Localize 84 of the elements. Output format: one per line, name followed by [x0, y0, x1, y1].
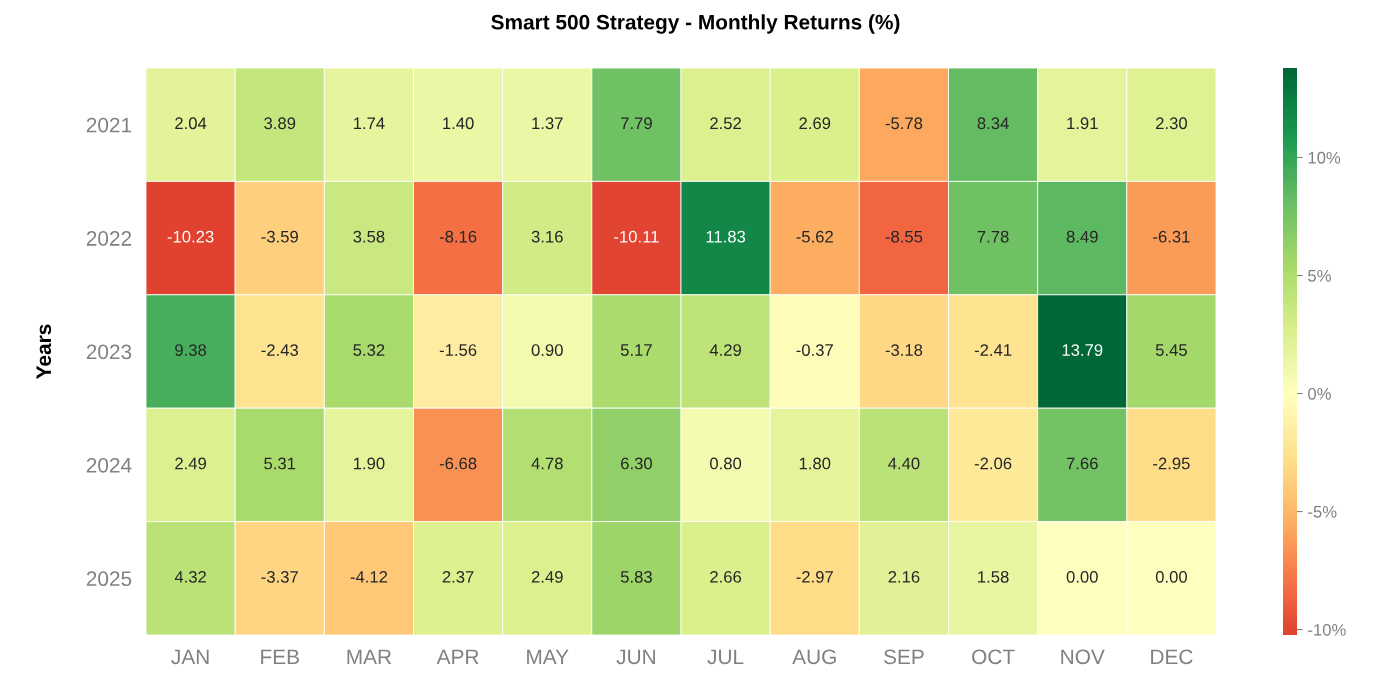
y-tick-label: 2025	[86, 571, 132, 587]
y-tick-label: 2022	[86, 231, 132, 246]
x-tick-label: MAY	[527, 649, 569, 664]
x-tick-label: DEC	[1151, 649, 1193, 665]
data-label: 5.32	[353, 344, 385, 356]
data-label: 4.40	[888, 457, 920, 470]
data-label: 13.79	[1062, 344, 1103, 356]
data-label: 7.78	[977, 230, 1009, 243]
color-bar-label: -5%	[1308, 506, 1337, 518]
data-label: 1.40	[443, 117, 474, 130]
color-bar-label: 10%	[1308, 151, 1341, 164]
data-label: -5.62	[796, 230, 833, 243]
data-label: 5.83	[620, 570, 652, 583]
data-label: -8.16	[439, 230, 477, 243]
y-tick-label: 2021	[86, 117, 132, 133]
y-tick-label: 2024	[86, 457, 132, 473]
x-tick-label: AUG	[792, 649, 836, 665]
data-label: -4.12	[350, 570, 388, 583]
x-tick-label: MAR	[347, 649, 392, 664]
y-tick-label: 2023	[86, 344, 132, 360]
data-label: -5.78	[885, 117, 923, 130]
color-bar-label: -10%	[1308, 623, 1346, 636]
data-label: -8.55	[885, 230, 923, 243]
data-label: 2.52	[710, 117, 741, 130]
data-label: -6.31	[1153, 230, 1190, 243]
data-label: -6.68	[439, 457, 477, 470]
x-tick-label: JAN	[171, 649, 209, 665]
data-label: -2.41	[974, 344, 1012, 356]
data-label: 2.49	[175, 457, 207, 470]
data-label: 4.78	[531, 457, 563, 470]
x-tick-label: SEP	[884, 649, 924, 665]
data-label: 5.17	[620, 344, 652, 356]
color-bar-label: 0%	[1308, 387, 1331, 400]
data-label: -0.37	[796, 344, 833, 356]
data-label: 0.80	[710, 457, 742, 470]
y-axis-title: Years	[36, 324, 52, 379]
data-label: 5.31	[264, 457, 296, 470]
data-label: -3.59	[261, 230, 298, 243]
data-label: 4.32	[174, 570, 206, 583]
data-label: -10.11	[614, 230, 659, 243]
x-tick-label: OCT	[972, 649, 1015, 665]
data-label: 5.45	[1155, 344, 1187, 356]
data-label: 1.58	[978, 570, 1009, 583]
x-tick-label: APR	[436, 649, 479, 664]
data-label: 7.66	[1066, 457, 1098, 470]
data-label: 6.30	[621, 457, 652, 470]
data-label: -1.56	[439, 344, 477, 356]
data-label: 0.90	[531, 344, 563, 356]
chart-title: Smart 500 Strategy - Monthly Returns (%)	[491, 14, 900, 34]
data-label: 2.69	[799, 117, 831, 130]
data-label: 8.34	[977, 117, 1009, 130]
data-label: -2.95	[1153, 457, 1190, 470]
data-label: 3.16	[531, 230, 563, 243]
data-label: 1.80	[799, 457, 831, 470]
data-label: -3.37	[261, 570, 298, 583]
data-label: 2.04	[175, 117, 207, 130]
data-label: 2.49	[531, 570, 563, 583]
data-label: -10.23	[167, 230, 214, 243]
data-label: 1.91	[1067, 117, 1098, 130]
data-label: 11.83	[706, 230, 746, 243]
x-tick-label: JUN	[616, 649, 655, 665]
data-label: 4.29	[709, 344, 742, 356]
data-label: 3.89	[264, 117, 296, 130]
data-label: 2.37	[442, 570, 474, 583]
data-label: 1.90	[353, 457, 385, 470]
data-label: -3.18	[885, 344, 923, 356]
data-label: 8.49	[1066, 230, 1098, 243]
x-tick-label: NOV	[1061, 649, 1105, 665]
data-label: -2.06	[974, 457, 1012, 470]
data-label: 2.66	[710, 570, 742, 583]
data-label: 0.00	[1066, 570, 1098, 583]
data-label: 2.30	[1156, 117, 1187, 130]
data-label: 0.00	[1155, 570, 1187, 583]
data-label: 7.79	[621, 117, 652, 130]
data-label: 3.58	[353, 230, 385, 243]
x-tick-label: JUL	[707, 649, 744, 665]
data-label: 1.37	[532, 117, 563, 130]
x-tick-label: FEB	[261, 649, 299, 664]
color-bar-label: 5%	[1308, 269, 1331, 282]
data-label: 9.38	[175, 344, 207, 356]
data-label: -2.43	[261, 344, 299, 356]
data-label: 2.16	[888, 570, 920, 583]
data-label: 1.74	[353, 117, 385, 130]
data-label: -2.97	[796, 570, 833, 583]
